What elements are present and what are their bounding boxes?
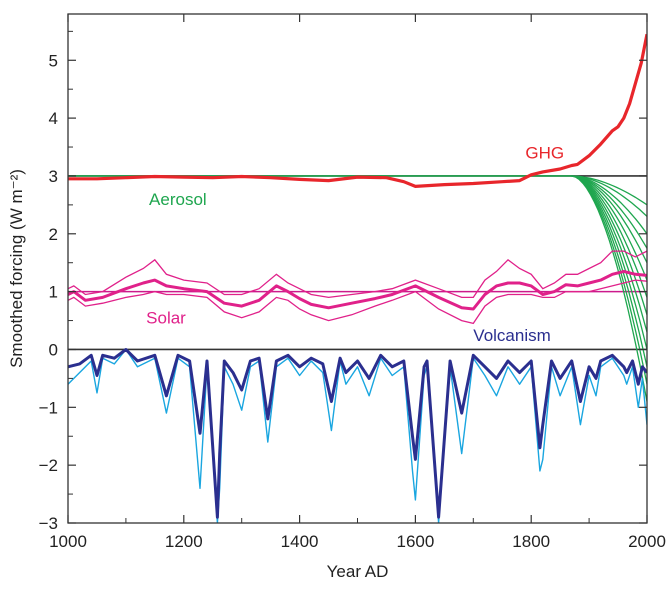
aerosol-line-12	[571, 175, 647, 402]
x-tick-label-2000: 2000	[628, 532, 666, 551]
series-line-solar	[68, 269, 647, 311]
x-tick-label-1600: 1600	[396, 532, 434, 551]
series-line-volcanism-range	[68, 348, 647, 523]
y-tick-label--3: −3	[39, 514, 58, 533]
y-tick-label-0: 0	[49, 340, 58, 359]
x-tick-label-1400: 1400	[281, 532, 319, 551]
x-tick-label-1200: 1200	[165, 532, 203, 551]
series-label-volcanism: Volcanism	[473, 326, 550, 345]
y-tick-label-3: 3	[49, 167, 58, 186]
aerosol-line-9	[571, 175, 647, 350]
y-tick-label-4: 4	[49, 109, 58, 128]
series-line-ghg	[68, 33, 647, 188]
y-axis-title: Smoothed forcing (W m⁻²)	[7, 169, 26, 368]
x-tick-label-1800: 1800	[512, 532, 550, 551]
solar-lower-line	[68, 279, 647, 325]
series-group	[68, 33, 647, 523]
solar-upper-line	[68, 250, 647, 299]
y-tick-label-1: 1	[49, 283, 58, 302]
series-label-solar: Solar	[146, 308, 186, 327]
aerosol-line-1	[571, 175, 647, 217]
series-line-volcanism	[68, 348, 647, 519]
series-label-aerosol: Aerosol	[149, 190, 207, 209]
plot-frame	[67, 13, 648, 524]
series-label-ghg: GHG	[525, 144, 564, 163]
axes: 1000 1200 1400 1600 1800 2000 −3 −2 −1 0 1 2 3 4 5	[39, 13, 666, 551]
y-tick-label-5: 5	[49, 51, 58, 70]
y-tick-label--1: −1	[39, 398, 58, 417]
y-tick-label-2: 2	[49, 225, 58, 244]
y-tick-label--2: −2	[39, 456, 58, 475]
aerosol-line-5	[571, 175, 647, 281]
x-tick-label-1000: 1000	[49, 532, 87, 551]
plot-area: GHG Aerosol Solar Volcanism	[68, 33, 647, 523]
x-axis-title: Year AD	[327, 562, 389, 581]
